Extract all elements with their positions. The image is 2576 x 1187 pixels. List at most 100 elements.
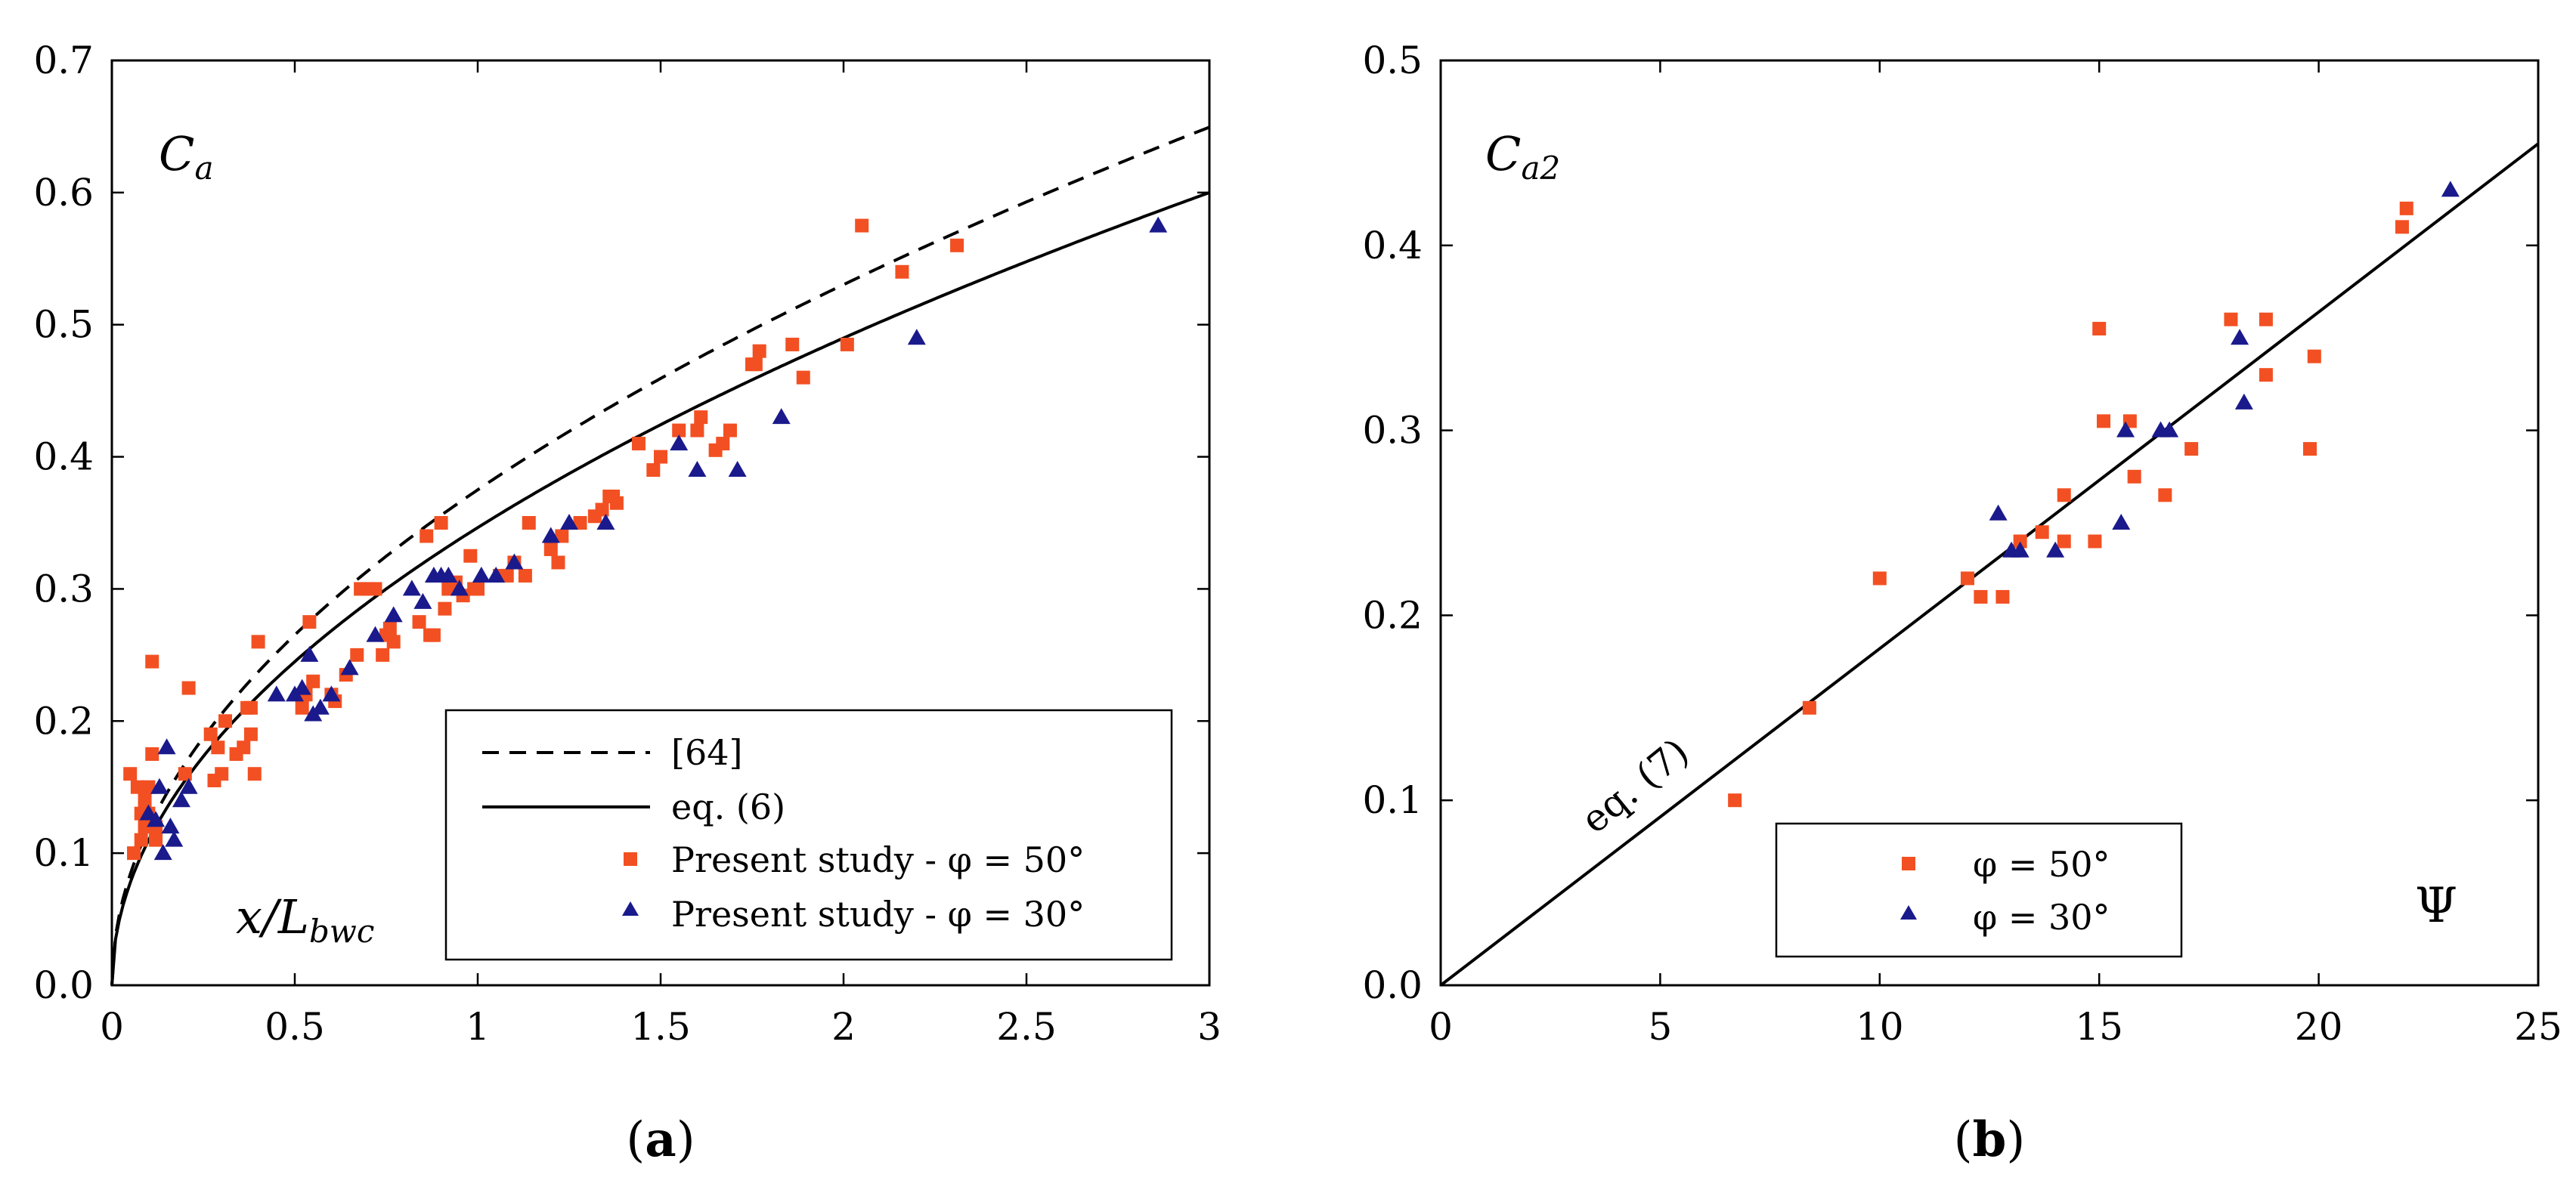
panel-a-point-phi50 <box>426 628 441 642</box>
panel-a-point-phi30 <box>322 685 341 702</box>
legend-label-phi50: Present study - φ = 50° <box>671 839 1085 880</box>
panel-a-point-phi50 <box>181 681 196 695</box>
panel-b-point-phi50 <box>1960 571 1974 586</box>
panel-a-point-phi50 <box>134 833 148 847</box>
panel-a-point-phi30 <box>505 553 524 570</box>
panel-a-y-tick-label: 0.6 <box>33 171 94 215</box>
panel-a-point-phi50 <box>350 648 364 662</box>
panel-a-point-phi50 <box>434 516 448 530</box>
legend-b-square-marker <box>1902 857 1915 870</box>
panel-a-point-phi30 <box>728 461 747 478</box>
panel-b-x-variable-label: Ψ <box>2415 878 2457 934</box>
panel-a-point-phi50 <box>145 654 159 669</box>
panel-a-point-phi30 <box>450 580 469 596</box>
panel-b-x-tick-label: 5 <box>1648 1005 1672 1049</box>
panel-a-point-phi50 <box>203 727 218 741</box>
panel-b-point-phi50 <box>2259 312 2273 326</box>
panel-a-x-tick-label: 2 <box>831 1005 856 1049</box>
panel-a-point-phi30 <box>688 461 707 478</box>
panel-a-point-phi30 <box>267 685 286 702</box>
panel-b-x-tick-label: 15 <box>2075 1005 2123 1049</box>
panel-a-point-phi50 <box>723 423 737 437</box>
panel-b-point-phi50 <box>1802 700 1816 715</box>
panel-b-y-tick-label: 0.0 <box>1362 963 1423 1007</box>
panel-a-point-phi50 <box>518 568 532 583</box>
panel-a-point-phi50 <box>654 450 667 464</box>
panel-a-point-phi50 <box>716 437 730 451</box>
panel-a-point-phi30 <box>293 679 311 695</box>
panel-b-y-tick-label: 0.5 <box>1362 39 1423 82</box>
panel-b-point-phi50 <box>1728 793 1742 808</box>
panel-b-point-phi30 <box>2231 329 2249 345</box>
panel-a-point-phi50 <box>141 780 156 794</box>
panel-a-point-phi50 <box>368 582 382 596</box>
panel-a-point-phi50 <box>386 635 401 649</box>
panel-a-point-phi50 <box>500 568 514 583</box>
panel-a: 0 0.5 1 1.5 2 2.5 3 0.0 0.1 0.2 0.3 0.4 0.5 0.6 0.7 Ca… <box>33 39 1221 1168</box>
panel-a-y-tick-label: 0.5 <box>33 303 94 347</box>
panel-a-point-phi50 <box>796 370 810 385</box>
panel-a-point-phi50 <box>748 357 763 372</box>
panel-a-point-phi50 <box>149 833 163 847</box>
panel-a-point-phi50 <box>950 238 964 252</box>
panel-a-point-phi30 <box>670 434 689 451</box>
panel-b-point-phi50 <box>2307 349 2321 363</box>
panel-b-x-tick-label: 25 <box>2514 1005 2562 1049</box>
panel-b-point-phi50 <box>2259 368 2273 382</box>
panel-b-x-tick-label: 0 <box>1429 1005 1453 1049</box>
panel-b-point-phi50 <box>2088 534 2102 549</box>
panel-a-corner-label: Ca <box>159 126 214 187</box>
panel-a-point-phi30 <box>560 514 578 530</box>
panel-a-point-phi50 <box>551 555 565 570</box>
panel-a-point-phi30 <box>907 329 926 345</box>
panel-a-curve-eq6 <box>110 191 1210 986</box>
panel-a-x-tick-label: 1.5 <box>630 1005 691 1049</box>
panel-a-point-phi30 <box>340 659 359 675</box>
panel-a-point-phi50 <box>672 423 686 437</box>
panel-a-point-phi50 <box>609 496 624 510</box>
panel-b-point-phi30 <box>2011 541 2030 558</box>
panel-a-point-phi50 <box>471 582 485 596</box>
panel-b-label: (b) <box>1954 1111 2026 1168</box>
panel-b: 0 5 10 15 20 25 0.0 0.1 0.2 0.3 0.4 0.5 Ca2 Ψ eq. (… <box>1362 39 2562 1168</box>
panel-b-point-phi30 <box>2160 421 2179 437</box>
legend-label-eq6: eq. (6) <box>671 787 785 827</box>
panel-a-point-phi30 <box>772 408 791 425</box>
panel-b-point-phi50 <box>2097 414 2111 428</box>
panel-a-point-phi30 <box>413 592 432 609</box>
panel-a-point-phi50 <box>130 780 144 794</box>
eq7-line-label: eq. (7) <box>1573 730 1697 842</box>
panel-a-label: (a) <box>626 1111 695 1168</box>
panel-a-point-phi30 <box>472 566 491 583</box>
panel-b-y-tick-label: 0.2 <box>1362 593 1423 637</box>
panel-b-y-tick-label: 0.4 <box>1362 224 1423 267</box>
panel-a-point-phi30 <box>165 830 184 847</box>
panel-a-point-phi50 <box>215 767 229 781</box>
panel-a-point-phi30 <box>596 514 615 530</box>
legend-square-marker <box>624 852 637 866</box>
legend-label-phi30: Present study - φ = 30° <box>671 894 1085 935</box>
panel-a-point-phi30 <box>150 777 169 794</box>
panel-b-point-phi50 <box>1974 589 1988 604</box>
panel-b-point-phi30 <box>2112 514 2131 530</box>
panel-b-x-tick-label: 20 <box>2295 1005 2343 1049</box>
panel-a-point-phi50 <box>752 344 766 358</box>
panel-a-point-phi50 <box>306 674 320 688</box>
panel-a-point-phi50 <box>178 767 192 781</box>
panel-a-point-phi50 <box>631 437 646 451</box>
panel-a-point-phi30 <box>487 566 506 583</box>
panel-a-point-phi50 <box>145 747 159 761</box>
panel-b-legend-box <box>1775 822 2183 958</box>
panel-a-point-phi50 <box>211 740 225 755</box>
panel-b-point-phi50 <box>1995 589 2010 604</box>
panel-a-point-phi50 <box>855 218 869 233</box>
panel-a-point-phi50 <box>127 846 141 861</box>
panel-a-point-phi50 <box>295 700 309 715</box>
panel-a-point-phi30 <box>147 811 166 827</box>
panel-a-point-phi50 <box>573 516 587 530</box>
panel-b-point-phi50 <box>2224 312 2238 326</box>
panel-a-point-phi30 <box>161 818 180 834</box>
panel-a-point-phi30 <box>179 777 198 794</box>
panel-a-point-phi50 <box>123 767 138 781</box>
panel-a-point-phi50 <box>785 337 800 351</box>
